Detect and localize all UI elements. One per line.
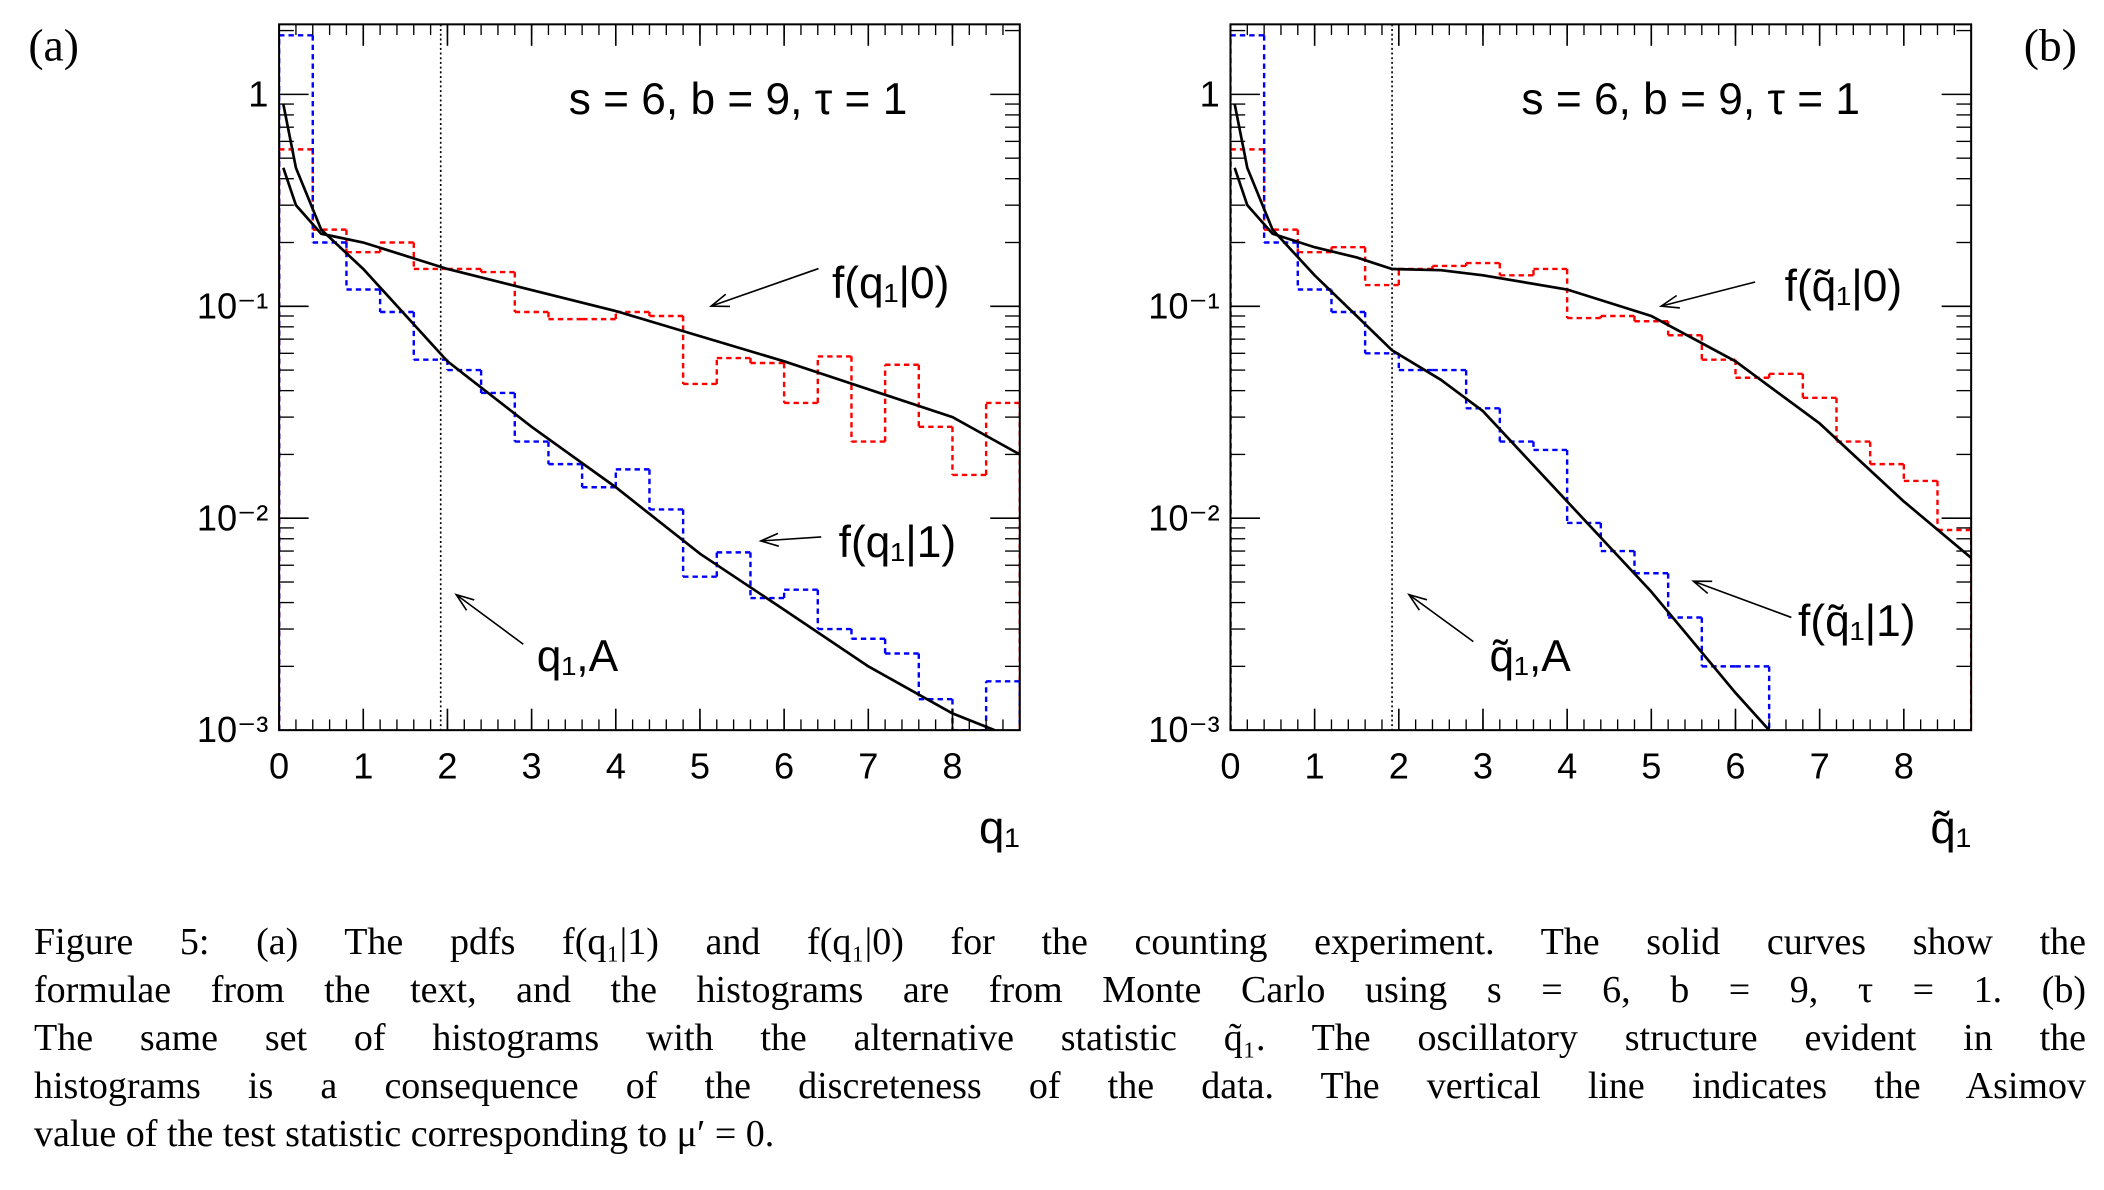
caption: Figure 5: (a) The pdfs f(q₁|1) and f(q₁|…	[34, 918, 2086, 1158]
panel-label: (b)	[2024, 20, 2077, 71]
plot	[1230, 34, 1972, 731]
asimov-label: q̃₁,A	[1489, 632, 1571, 681]
pdf-curve	[281, 103, 996, 731]
arrow-head	[708, 293, 730, 308]
x-tick-label: 1	[1305, 745, 1325, 786]
x-tick-label: 5	[690, 745, 710, 786]
x-tick-label: 3	[1473, 745, 1493, 786]
curve-label: f(q̃₁|1)	[1798, 597, 1915, 646]
x-tick-label: 8	[1894, 745, 1914, 786]
pdf-curve	[282, 167, 1020, 456]
arrow	[760, 536, 822, 542]
arrow-head	[1658, 294, 1680, 309]
arrow-head	[1407, 593, 1428, 611]
asimov-label: q₁,A	[537, 632, 619, 681]
x-tick-label: 6	[1725, 745, 1745, 786]
x-axis-label: q̃₁	[1930, 802, 1971, 853]
y-tick-label: 1	[248, 73, 268, 114]
pdf-curve	[1233, 103, 1771, 731]
annotation: s = 6, b = 9, τ = 1	[569, 75, 908, 124]
caption-line: Figure 5: (a) The pdfs f(q₁|1) and f(q₁|…	[34, 921, 2086, 963]
caption-line: value of the test statistic correspondin…	[34, 1113, 775, 1155]
x-tick-label: 6	[774, 745, 794, 786]
curve-label: f(q₁|1)	[839, 518, 956, 567]
panel-label: (a)	[28, 20, 79, 71]
arrow-head	[1691, 580, 1713, 594]
annotation: s = 6, b = 9, τ = 1	[1521, 75, 1860, 124]
caption-line: The same set of histograms with the alte…	[34, 1017, 2086, 1059]
arrow-head	[454, 593, 475, 611]
x-tick-label: 0	[269, 745, 289, 786]
x-tick-label: 0	[1220, 745, 1240, 786]
arrow	[1660, 281, 1756, 307]
y-tick-label: 10⁻²	[197, 497, 268, 538]
x-tick-label: 5	[1641, 745, 1661, 786]
x-axis-label: q₁	[979, 802, 1020, 853]
plot	[279, 34, 1020, 731]
x-tick-label: 8	[942, 745, 962, 786]
y-tick-label: 10⁻³	[1148, 709, 1219, 750]
x-tick-label: 7	[1810, 745, 1830, 786]
x-tick-label: 4	[1557, 745, 1577, 786]
x-tick-label: 3	[522, 745, 542, 786]
y-tick-label: 10⁻¹	[1148, 285, 1219, 326]
curve-label: f(q̃₁|0)	[1785, 262, 1902, 311]
arrow	[1693, 580, 1792, 619]
x-tick-label: 2	[1389, 745, 1409, 786]
plot-frame	[278, 23, 1021, 732]
caption-line: histograms is a consequence of the discr…	[34, 1065, 2086, 1107]
arrow	[710, 267, 819, 307]
pdf-curve	[1233, 167, 1972, 559]
x-tick-label: 4	[606, 745, 626, 786]
y-tick-label: 10⁻²	[1148, 497, 1219, 538]
y-tick-label: 10⁻¹	[197, 285, 268, 326]
figure: 0 1 2 3 4 5 6 7 8 10⁻³ 10⁻² 10⁻¹ 1 (a) s = 6, b = 9, τ…	[28, 20, 2077, 853]
y-tick-label: 1	[1200, 73, 1220, 114]
arrow	[455, 593, 524, 645]
curve-label: f(q₁|0)	[832, 259, 949, 308]
x-tick-label: 2	[437, 745, 457, 786]
x-tick-label: 7	[858, 745, 878, 786]
x-tick-label: 1	[353, 745, 373, 786]
arrow-head	[758, 532, 780, 547]
arrow	[1408, 593, 1474, 643]
caption-line: formulae from the text, and the histogra…	[34, 969, 2086, 1011]
y-tick-label: 10⁻³	[197, 709, 268, 750]
